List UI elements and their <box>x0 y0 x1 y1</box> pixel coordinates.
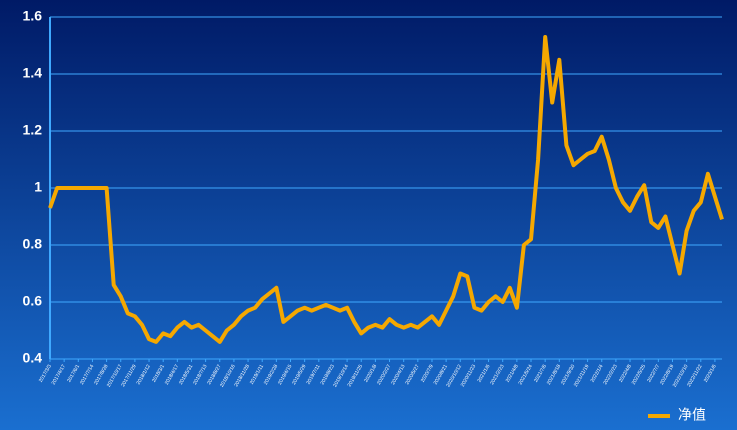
line <box>48 35 724 344</box>
y-tick-label: 1.2 <box>23 122 43 138</box>
y-tick-label: 1 <box>34 179 42 195</box>
y-tick-label: 0.4 <box>23 350 43 366</box>
y-tick-label: 0.6 <box>23 293 43 309</box>
y-tick-label: 1.4 <box>23 65 43 81</box>
y-tick-label: 1.6 <box>23 8 43 24</box>
y-tick-label: 0.8 <box>23 236 43 252</box>
legend-label: 净值 <box>678 407 706 423</box>
